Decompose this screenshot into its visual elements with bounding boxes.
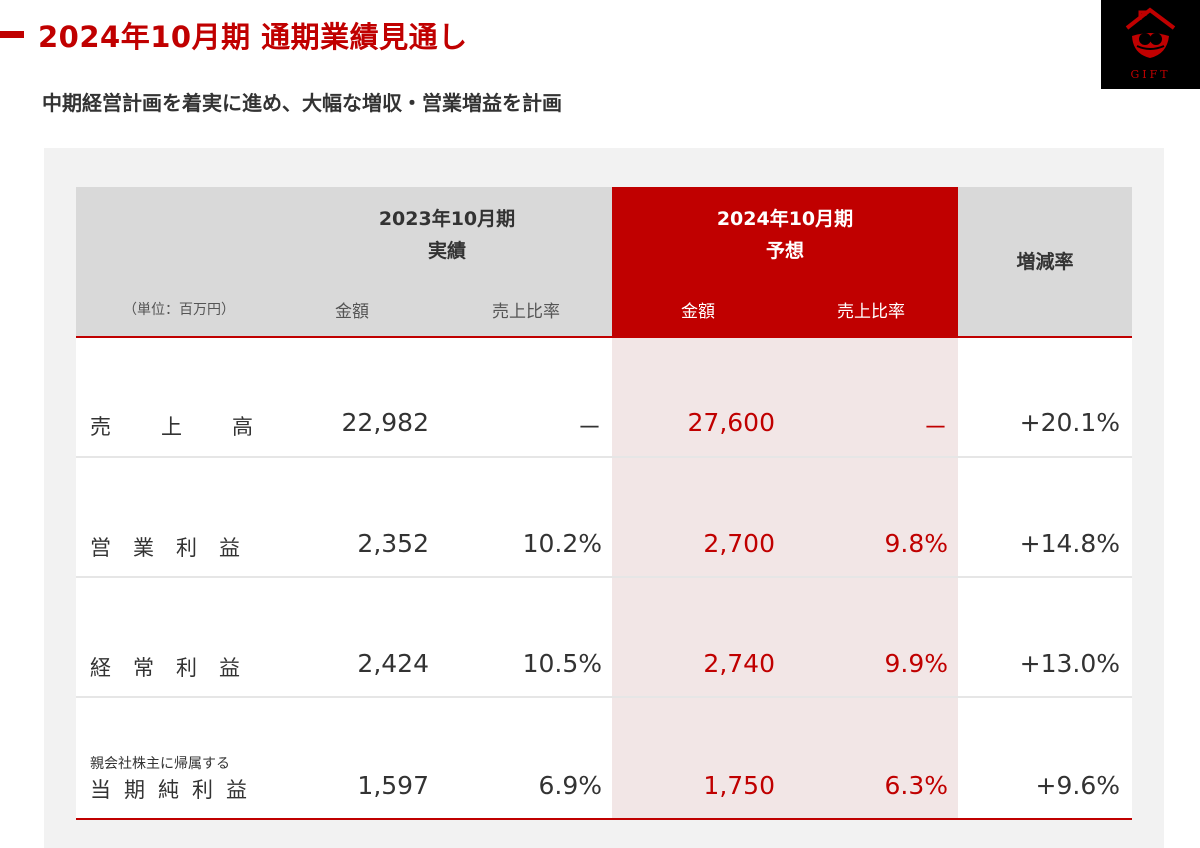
subheader-amount-2023: 金額 bbox=[335, 302, 369, 322]
ordinary-profit-amount-2023: 2,424 bbox=[357, 649, 429, 678]
unit-label: （単位：百万円） bbox=[123, 302, 235, 318]
ordinary-profit-ratio-2023: 10.5% bbox=[522, 649, 602, 678]
header-divider bbox=[76, 336, 1132, 338]
header-2024-type: 予想 bbox=[765, 240, 804, 262]
company-logo: GIFT bbox=[1101, 0, 1200, 89]
forecast-table: 2023年10月期 実績 2024年10月期 予想 増減率 （単位：百万円） 金… bbox=[76, 187, 1132, 839]
subheader-amount-2024: 金額 bbox=[681, 302, 715, 322]
subheader-ratio-2023: 売上比率 bbox=[492, 302, 560, 322]
sales-change-rate: +20.1% bbox=[1019, 408, 1120, 437]
title-accent-bar bbox=[0, 31, 24, 38]
forecast-column-highlight bbox=[612, 338, 958, 818]
operating-profit-change-rate: +14.8% bbox=[1019, 529, 1120, 558]
operating-profit-ratio-2023: 10.2% bbox=[522, 529, 602, 558]
table-bottom-line bbox=[76, 818, 1132, 820]
sales-ratio-2023: － bbox=[576, 413, 602, 442]
sales-ratio-2024: － bbox=[922, 413, 948, 442]
sales-amount-2023: 22,982 bbox=[341, 408, 429, 437]
gift-logo-icon bbox=[1125, 7, 1176, 58]
header-2023-period: 2023年10月期 bbox=[378, 208, 516, 230]
row-label-operating-profit: 営業利益 bbox=[90, 536, 262, 560]
page-subtitle: 中期経営計画を着実に進め、大幅な増収・営業増益を計画 bbox=[42, 91, 562, 115]
header-2024-period: 2024年10月期 bbox=[716, 208, 854, 230]
net-income-ratio-2024: 6.3% bbox=[884, 771, 948, 800]
ordinary-profit-change-rate: +13.0% bbox=[1019, 649, 1120, 678]
page-title: 2024年10月期 通期業績見通し bbox=[38, 20, 468, 54]
row-divider bbox=[76, 456, 1132, 458]
row-label-net-income-note: 親会社株主に帰属する bbox=[90, 756, 230, 772]
net-income-amount-2023: 1,597 bbox=[357, 771, 429, 800]
net-income-ratio-2023: 6.9% bbox=[538, 771, 602, 800]
logo-text: GIFT bbox=[1130, 68, 1171, 81]
row-label-net-income: 当期純利益 bbox=[90, 778, 260, 802]
table-header-left bbox=[76, 187, 612, 336]
header-change-rate: 増減率 bbox=[1016, 251, 1074, 273]
table-header-forecast bbox=[612, 187, 958, 336]
row-divider bbox=[76, 576, 1132, 578]
subheader-ratio-2024: 売上比率 bbox=[837, 302, 905, 322]
operating-profit-ratio-2024: 9.8% bbox=[884, 529, 948, 558]
operating-profit-amount-2023: 2,352 bbox=[357, 529, 429, 558]
net-income-amount-2024: 1,750 bbox=[703, 771, 775, 800]
ordinary-profit-ratio-2024: 9.9% bbox=[884, 649, 948, 678]
sales-amount-2024: 27,600 bbox=[687, 408, 775, 437]
operating-profit-amount-2024: 2,700 bbox=[703, 529, 775, 558]
net-income-change-rate: +9.6% bbox=[1035, 771, 1120, 800]
ordinary-profit-amount-2024: 2,740 bbox=[703, 649, 775, 678]
header-2023-type: 実績 bbox=[427, 240, 466, 262]
table-body bbox=[76, 338, 1132, 818]
row-label-sales: 売上高 bbox=[90, 415, 303, 439]
table-header-change bbox=[958, 187, 1132, 336]
row-label-ordinary-profit: 経常利益 bbox=[90, 656, 262, 680]
row-divider bbox=[76, 696, 1132, 698]
